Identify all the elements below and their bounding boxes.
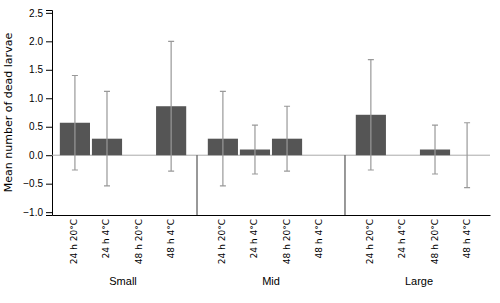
error-bar-line: [252, 125, 258, 174]
plot: −1.0 −0.5 0.0 0.5 1.0 1.5 2.0 2.5 Mean number of…: [2, 8, 491, 287]
treatment-label: 48 h 20°C: [134, 219, 144, 264]
treatment-label: 24 h 20°C: [365, 219, 375, 264]
y-tick: 1.0: [29, 93, 52, 104]
treatment-label: 48 h 4°C: [462, 219, 472, 258]
error-bar: [284, 106, 290, 171]
x-axis: Small Mid Large: [53, 216, 491, 287]
bar: [304, 155, 334, 156]
bars: [52, 41, 490, 215]
y-tick-mark: [46, 212, 52, 213]
error-bar-line: [284, 106, 290, 171]
error-bar: [464, 123, 470, 188]
y-axis-title: Mean number of dead larvae: [2, 33, 15, 193]
y-tick: −0.5: [23, 178, 52, 189]
y-axis-line: [46, 11, 53, 216]
y-tick-mark: [46, 70, 52, 71]
treatment-label: 48 h 20°C: [282, 219, 292, 264]
bar: [124, 155, 154, 156]
group-separator: [344, 155, 345, 215]
x-group: Small: [109, 275, 137, 287]
error-bar: [220, 91, 226, 186]
treatment-label: 48 h 20°C: [430, 219, 440, 264]
treatment-label: 24 h 4°C: [101, 219, 111, 258]
y-tick-mark: [46, 13, 52, 14]
error-bar-line: [72, 75, 78, 170]
treatment-label: 48 h 4°C: [166, 219, 176, 258]
x-group: Mid: [262, 275, 280, 287]
y-tick: −1.0: [23, 207, 52, 218]
y-tick: 2.5: [29, 8, 52, 19]
y-tick-mark: [46, 155, 52, 156]
error-bar: [104, 91, 110, 186]
error-bar: [252, 125, 258, 174]
y-tick-label: 1.0: [29, 93, 43, 104]
x-group: Large: [405, 275, 433, 287]
x-axis-line: [53, 215, 491, 216]
bar: [388, 155, 418, 156]
error-bar-line: [104, 91, 110, 186]
y-tick-label: −0.5: [23, 178, 43, 189]
y-tick: 1.5: [29, 64, 52, 75]
y-tick-mark: [46, 98, 52, 99]
treatment-label: 48 h 4°C: [314, 219, 324, 258]
treatment-label: 24 h 4°C: [249, 219, 259, 258]
error-bar: [72, 75, 78, 170]
treatment-label: 24 h 4°C: [397, 219, 407, 258]
y-tick-label: −1.0: [23, 207, 43, 218]
y-tick-label: 0.5: [29, 121, 43, 132]
y-tick-label: 2.0: [29, 36, 43, 47]
error-bar: [432, 125, 438, 174]
y-tick-label: 0.0: [29, 150, 43, 161]
y-tick-label: 2.5: [29, 8, 43, 19]
group-label: Mid: [262, 275, 280, 287]
treatment-label: 24 h 20°C: [217, 219, 227, 264]
y-tick-mark: [46, 184, 52, 185]
y-tick-label: 1.5: [29, 64, 43, 75]
error-bar-line: [168, 41, 174, 171]
error-bar: [368, 60, 374, 170]
error-bar-line: [220, 91, 226, 186]
y-tick: 2.0: [29, 36, 52, 47]
treatment-label: 24 h 20°C: [69, 219, 79, 264]
y-tick: 0.5: [29, 121, 52, 132]
chart: −1.0 −0.5 0.0 0.5 1.0 1.5 2.0 2.5 Mean number of…: [0, 0, 500, 303]
error-bar: [168, 41, 174, 171]
y-tick: 0.0: [29, 150, 52, 161]
y-tick-mark: [46, 127, 52, 128]
group-label: Small: [109, 275, 137, 287]
group-separator: [197, 155, 198, 215]
error-bar-line: [432, 125, 438, 174]
bar-labels: 24 h 20°C 24 h 4°C 48 h 20°C 48 h 4°C 24 h 2…: [69, 219, 471, 264]
y-tick-mark: [46, 41, 52, 42]
error-bar-line: [464, 123, 470, 188]
y-axis: −1.0 −0.5 0.0 0.5 1.0 1.5 2.0 2.5: [23, 8, 52, 218]
error-bar-line: [368, 60, 374, 170]
group-label: Large: [405, 275, 433, 287]
